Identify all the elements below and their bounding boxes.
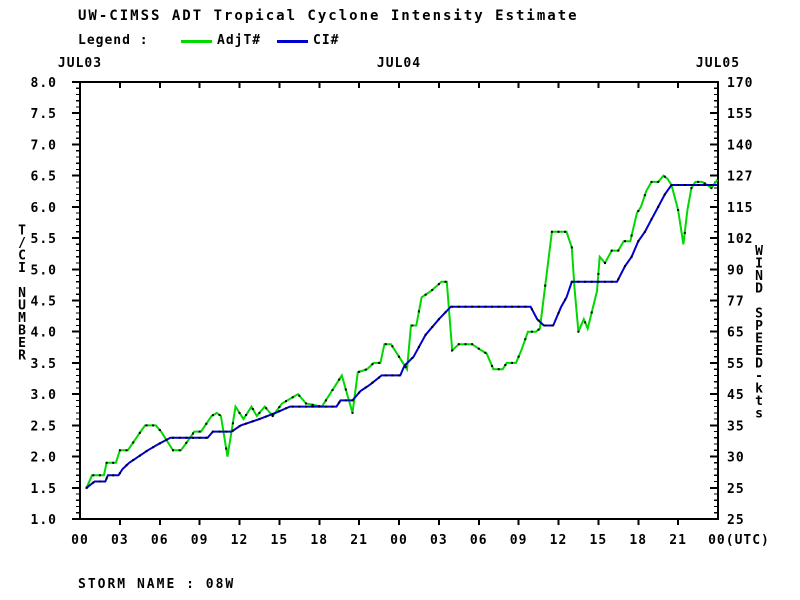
hour-label: 09 — [191, 533, 209, 548]
svg-text:E: E — [755, 344, 763, 359]
legend-series-adjt-label: AdjT# — [217, 33, 262, 48]
series-point-markers — [85, 184, 719, 489]
right-tick-labels: 170 155 140 127 115 102 90 77 65 55 45 35 30 25 25 — [727, 76, 753, 528]
svg-text:T: T — [18, 224, 26, 239]
hour-label: 00 — [390, 533, 408, 548]
tci-tick-label: 8.0 — [31, 76, 57, 91]
tci-tick-label: 1.0 — [31, 513, 57, 528]
series-ci — [85, 184, 719, 489]
tci-tick-label: 1.5 — [31, 482, 57, 497]
legend: Legend : AdjT# CI# — [0, 32, 800, 52]
hour-label: 15 — [271, 533, 289, 548]
page-title: UW-CIMSS ADT Tropical Cyclone Intensity … — [78, 8, 579, 24]
wind-tick-label: 25 — [727, 482, 745, 497]
series-line — [85, 174, 719, 489]
wind-tick-label: 155 — [727, 107, 753, 122]
tci-tick-label: 2.5 — [31, 419, 57, 434]
left-tick-labels: 8.0 7.5 7.0 6.5 6.0 5.5 5.0 4.5 4.0 3.5 3.0 2.5 2.0 1… — [31, 76, 57, 528]
hour-label: 15 — [590, 533, 608, 548]
hour-label: 21 — [669, 533, 687, 548]
wind-tick-label: 90 — [727, 263, 745, 278]
svg-text:U: U — [18, 299, 26, 314]
legend-label: Legend : — [78, 33, 149, 48]
tci-tick-label: 6.0 — [31, 201, 57, 216]
series-line — [85, 184, 718, 489]
svg-text:D: D — [755, 281, 763, 296]
series-point-markers — [85, 175, 719, 489]
hour-label: 03 — [430, 533, 448, 548]
svg-text:N: N — [18, 286, 26, 301]
tci-tick-label: 4.0 — [31, 326, 57, 341]
hour-label: 18 — [310, 533, 328, 548]
tci-tick-label: 7.0 — [31, 138, 57, 153]
svg-text:R: R — [18, 349, 26, 364]
storm-name: STORM NAME : 08W — [78, 577, 236, 592]
hour-label: 12 — [231, 533, 249, 548]
tci-tick-label: 2.0 — [31, 451, 57, 466]
wind-tick-label: 127 — [727, 170, 753, 185]
wind-tick-label: 25 — [727, 513, 745, 528]
svg-text:B: B — [18, 324, 26, 339]
wind-tick-label: 140 — [727, 138, 753, 153]
bottom-hour-labels: 00 03 06 09 12 15 18 21 00 03 06 09 12 15 18 21 00(UTC) — [71, 533, 770, 548]
svg-text:P: P — [755, 319, 763, 334]
wind-tick-label: 45 — [727, 388, 745, 403]
legend-swatch-adjt — [181, 40, 212, 43]
wind-tick-label: 30 — [727, 451, 745, 466]
hour-label: 21 — [350, 533, 368, 548]
tci-tick-label: 4.5 — [31, 295, 57, 310]
svg-text:M: M — [18, 311, 26, 326]
wind-tick-label: 55 — [727, 357, 745, 372]
svg-text:I: I — [18, 261, 26, 276]
svg-text:s: s — [755, 406, 763, 421]
tci-tick-label: 5.0 — [31, 263, 57, 278]
svg-text:-: - — [755, 369, 763, 384]
date-label: JUL05 — [696, 56, 740, 71]
hour-label: 00 — [71, 533, 89, 548]
hour-label: 06 — [470, 533, 488, 548]
hour-label: 06 — [151, 533, 169, 548]
svg-text:E: E — [18, 336, 26, 351]
series-adjt — [85, 174, 719, 489]
wind-tick-label: 102 — [727, 232, 753, 247]
svg-text:I: I — [755, 256, 763, 271]
svg-text:C: C — [18, 249, 26, 264]
tci-tick-label: 5.5 — [31, 232, 57, 247]
wind-tick-label: 170 — [727, 76, 753, 91]
hour-label: 09 — [510, 533, 528, 548]
tci-tick-label: 3.5 — [31, 357, 57, 372]
tci-tick-label: 6.5 — [31, 170, 57, 185]
wind-tick-label: 115 — [727, 201, 753, 216]
hour-label: 12 — [550, 533, 568, 548]
wind-tick-label: 35 — [727, 419, 745, 434]
date-label: JUL03 — [58, 56, 102, 71]
svg-text:t: t — [755, 394, 763, 409]
wind-tick-label: 65 — [727, 326, 745, 341]
hour-label: 18 — [629, 533, 647, 548]
axes — [72, 81, 719, 525]
svg-text:N: N — [755, 269, 763, 284]
legend-series-ci-label: CI# — [313, 33, 340, 48]
hour-label: 03 — [111, 533, 129, 548]
top-date-labels: JUL03 JUL04 JUL05 — [58, 56, 740, 71]
wind-tick-label: 77 — [727, 295, 745, 310]
svg-text:W: W — [755, 244, 763, 259]
legend-swatch-ci — [277, 40, 308, 43]
svg-text:D: D — [755, 356, 763, 371]
svg-text:k: k — [755, 381, 763, 396]
svg-text:/: / — [18, 236, 26, 251]
svg-text:S: S — [755, 306, 763, 321]
tci-tick-label: 7.5 — [31, 107, 57, 122]
date-label: JUL04 — [377, 56, 421, 71]
tci-tick-label: 3.0 — [31, 388, 57, 403]
hour-label: 00(UTC) — [708, 533, 770, 548]
svg-text:E: E — [755, 331, 763, 346]
